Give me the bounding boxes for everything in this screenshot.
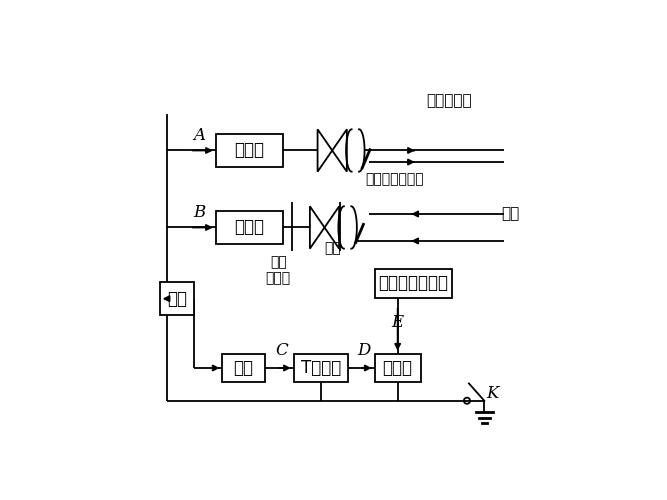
Text: 时钟脉冲振荡器: 时钟脉冲振荡器	[378, 274, 448, 292]
Text: 光闸: 光闸	[324, 242, 341, 256]
Text: A: A	[193, 126, 205, 144]
Bar	[223, 354, 265, 382]
Text: 回波: 回波	[502, 206, 520, 222]
Bar	[159, 282, 194, 315]
Text: 干涉
滤光片: 干涉 滤光片	[265, 254, 291, 285]
Text: D: D	[357, 342, 370, 359]
Text: 放大: 放大	[167, 290, 187, 308]
Text: C: C	[275, 342, 289, 359]
Bar	[215, 211, 283, 244]
Text: 发射激光束: 发射激光束	[426, 93, 472, 108]
Bar	[375, 354, 421, 382]
Bar	[375, 269, 452, 298]
Text: K: K	[486, 384, 499, 402]
Text: 参考信号取样器: 参考信号取样器	[365, 172, 424, 186]
Bar	[215, 134, 283, 167]
Text: 计数器: 计数器	[383, 359, 413, 377]
Text: 探测器: 探测器	[234, 218, 264, 236]
Bar	[293, 354, 348, 382]
Text: B: B	[193, 204, 205, 220]
Text: T触发器: T触发器	[301, 359, 341, 377]
Text: E: E	[392, 314, 404, 331]
Text: 激光器: 激光器	[234, 142, 264, 160]
Text: 整形: 整形	[233, 359, 253, 377]
